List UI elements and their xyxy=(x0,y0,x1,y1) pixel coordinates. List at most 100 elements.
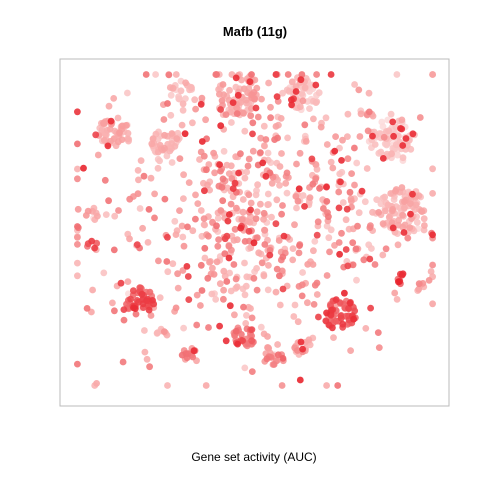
cell-point xyxy=(325,234,333,242)
cell-point xyxy=(399,211,406,219)
cell-point xyxy=(183,263,191,270)
cell-point xyxy=(301,203,308,210)
cell-point xyxy=(380,133,388,141)
cell-point xyxy=(249,119,257,127)
cell-point xyxy=(213,71,221,78)
cell-point xyxy=(334,382,342,389)
cell-point xyxy=(298,292,306,300)
cell-point xyxy=(74,360,81,368)
cell-point xyxy=(91,244,98,252)
cell-point xyxy=(174,129,182,137)
cell-point xyxy=(231,225,239,233)
cell-point xyxy=(301,84,309,92)
cell-point xyxy=(306,194,314,202)
cell-point xyxy=(198,287,206,294)
cell-point xyxy=(264,190,272,198)
cell-point xyxy=(182,95,189,102)
cell-point xyxy=(297,338,305,346)
cell-point xyxy=(234,340,242,348)
cell-point xyxy=(276,272,283,280)
cell-point xyxy=(213,222,220,230)
cell-point xyxy=(327,226,335,234)
cell-point xyxy=(295,249,303,257)
cell-point xyxy=(179,100,187,108)
cell-point xyxy=(346,188,354,196)
cell-point xyxy=(249,130,256,138)
cell-point xyxy=(383,141,390,149)
cell-point xyxy=(232,275,240,283)
cell-point xyxy=(124,129,132,137)
cell-point xyxy=(304,261,312,268)
cell-point xyxy=(243,168,251,176)
cell-point xyxy=(248,368,256,375)
cell-point xyxy=(100,136,108,144)
cell-point xyxy=(235,169,243,177)
cell-point xyxy=(233,204,240,212)
cell-point xyxy=(385,213,393,221)
cell-point xyxy=(309,261,317,268)
cell-point xyxy=(241,259,248,267)
cell-point xyxy=(353,276,360,284)
cell-point xyxy=(173,135,181,143)
cell-point xyxy=(217,207,225,214)
cell-point xyxy=(224,184,231,192)
scatter-points xyxy=(74,71,436,389)
cell-point xyxy=(261,142,268,150)
cell-point xyxy=(304,299,311,307)
cell-point xyxy=(223,161,231,169)
cell-point xyxy=(312,175,320,183)
cell-point xyxy=(266,251,274,259)
cell-point xyxy=(354,222,361,230)
cell-point xyxy=(241,238,249,245)
cell-point xyxy=(228,119,235,126)
cell-point xyxy=(217,122,225,130)
cell-point xyxy=(295,185,303,193)
cell-point xyxy=(337,178,344,186)
cell-point xyxy=(398,271,406,279)
cell-point xyxy=(231,179,239,187)
cell-point xyxy=(322,114,330,122)
cell-point xyxy=(251,95,258,103)
cell-point xyxy=(404,234,412,242)
cell-point xyxy=(233,104,241,112)
cell-point xyxy=(278,382,286,389)
cell-point xyxy=(74,108,81,116)
cell-point xyxy=(379,220,387,228)
cell-point xyxy=(349,261,357,269)
cell-point xyxy=(323,198,331,205)
cell-point xyxy=(323,141,331,148)
cell-point xyxy=(93,380,100,387)
cell-point xyxy=(226,211,233,218)
cell-point xyxy=(181,130,189,138)
cell-point xyxy=(390,132,397,140)
cell-point xyxy=(134,167,142,174)
cell-point xyxy=(296,149,304,157)
cell-point xyxy=(313,291,321,298)
plot-frame xyxy=(59,58,450,407)
cell-point xyxy=(233,236,241,244)
cell-point xyxy=(245,155,253,163)
cell-point xyxy=(160,116,168,123)
cell-point xyxy=(205,324,212,331)
cell-point xyxy=(391,289,399,297)
cell-point xyxy=(189,119,196,127)
cell-point xyxy=(241,127,249,135)
cell-point xyxy=(248,337,256,345)
cell-point xyxy=(200,215,208,223)
cell-point xyxy=(299,269,306,276)
cell-point xyxy=(219,175,227,183)
cell-point xyxy=(290,313,298,320)
cell-point xyxy=(74,175,81,183)
cell-point xyxy=(163,258,171,265)
cell-point xyxy=(197,207,205,214)
cell-point xyxy=(397,124,404,132)
cell-point xyxy=(115,207,122,214)
cell-point xyxy=(389,118,397,126)
cell-point xyxy=(298,71,306,78)
cell-point xyxy=(330,334,337,341)
cell-point xyxy=(298,281,306,289)
cell-point xyxy=(217,167,224,175)
cell-point xyxy=(258,95,265,103)
cell-point xyxy=(145,206,153,213)
